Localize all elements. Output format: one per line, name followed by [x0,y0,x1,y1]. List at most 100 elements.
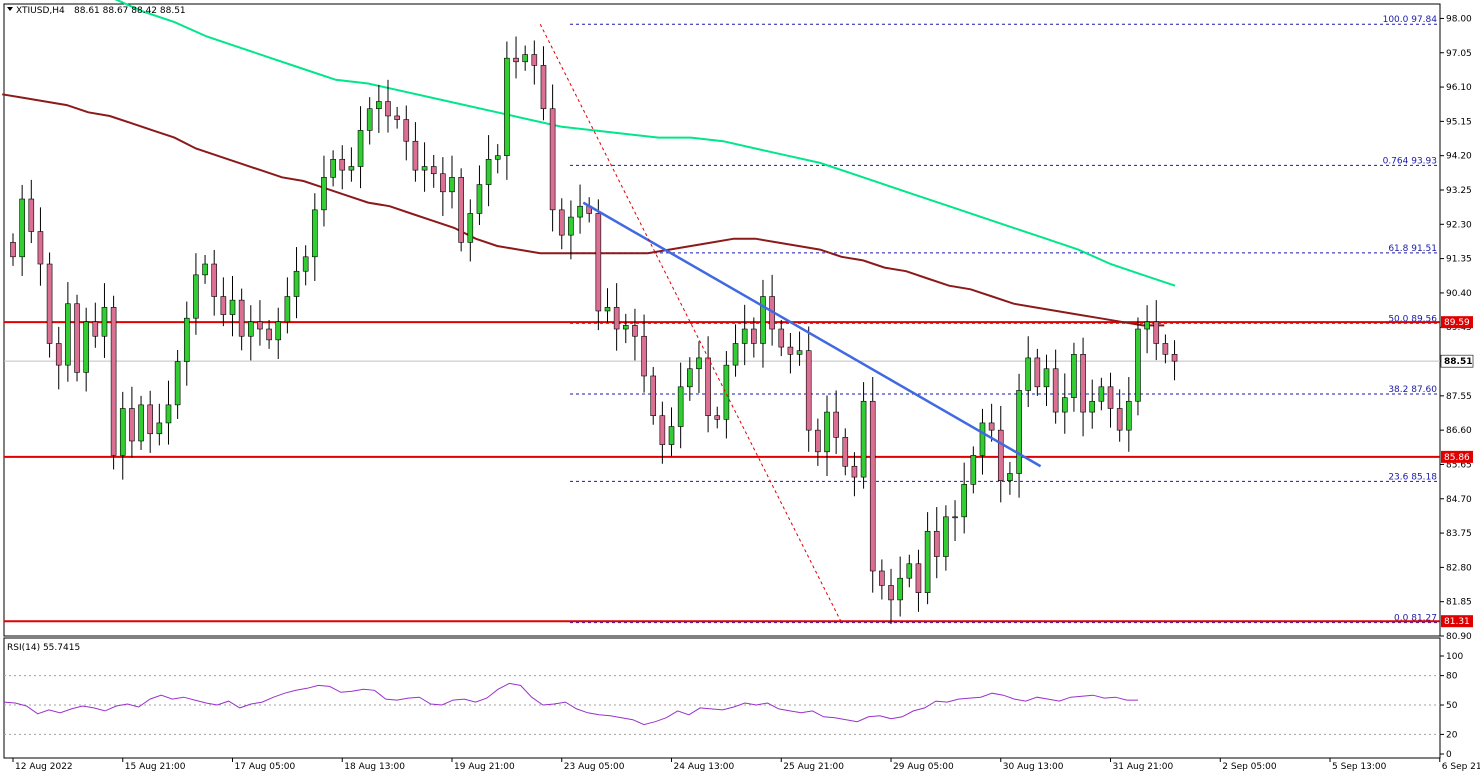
rsi-panel: RSI(14) 55.7415 100 80 50 20 0 [3,637,1463,760]
candle-body [1016,390,1022,474]
bear-candle [46,252,53,358]
candle-body [860,400,867,478]
candle-body [302,256,309,272]
candle-body [1052,368,1059,413]
bull-candle [961,462,967,534]
candle-body [988,422,995,431]
bear-candle [129,386,135,458]
bull-candle [970,446,977,494]
candle-body [504,57,510,156]
bull-candle [421,142,428,192]
fib-label: 0.764 93.93 [1383,156,1437,166]
bull-candle [19,184,25,276]
candle-body [687,368,693,388]
bear-candle [751,317,757,358]
bear-candle [650,366,657,425]
bull-candle [348,147,355,182]
bull-candle [1025,336,1032,408]
bull-candle [741,304,748,366]
candle-body [119,408,126,456]
fibonacci-levels: 100.0 97.84 0.764 93.93 61.8 91.51 50.0 89.… [570,15,1440,624]
candle-body [339,158,346,171]
rsi-header: RSI(14) 55.7415 [7,643,80,653]
bull-candle [622,313,629,344]
bull-candle [1144,305,1150,354]
bull-candle [1098,377,1105,411]
candle-body [421,166,428,171]
bull-candle [312,193,318,281]
price-axis: 98.00 97.05 96.10 95.15 94.20 93.25 92.30 91.35… [1440,14,1472,642]
time-axis: 12 Aug 2022 15 Aug 21:00 17 Aug 05:00 18 Au… [12,758,1480,772]
price-tick-label: 96.10 [1446,83,1472,93]
candle-body [897,577,903,601]
candle-body [632,325,638,337]
candle-body [613,307,620,330]
bull-candle [330,150,336,187]
time-tick-label: 23 Aug 05:00 [564,762,625,772]
bull-candle [275,307,282,360]
candle-body [952,516,958,519]
candle-body [101,307,108,337]
fib-label: 50.0 89.56 [1388,314,1437,324]
price-tick-label: 92.30 [1446,220,1472,230]
bear-candle [339,145,346,190]
candle-body [449,177,455,193]
bull-candle [302,245,309,286]
candle-body [595,213,602,312]
candle-body [28,198,35,232]
bull-candle [952,500,958,542]
trendline [582,201,1042,468]
price-tick-label: 89.45 [1446,323,1472,333]
bear-candle [997,405,1004,503]
level-tag-label: 81.31 [1444,617,1470,627]
candle-body [257,321,263,330]
candle-body [229,299,236,315]
candle-body [760,296,766,344]
price-tick-label: 93.25 [1446,186,1472,196]
candle-body [55,343,62,366]
candle-body [183,317,190,362]
candle-body [924,530,931,593]
candle-body [211,263,218,297]
bull-candle [677,362,684,449]
bear-candle [458,168,464,252]
candle-body [805,350,812,431]
bear-candle [211,249,218,316]
dropdown-icon[interactable] [7,7,13,11]
candle-body [641,335,647,377]
bear-candle [815,418,821,466]
candle-body [476,184,483,214]
bull-candle [1016,373,1022,498]
swing-line [539,23,842,623]
bull-candle [943,505,949,571]
candle-body [1107,386,1114,409]
candle-body [815,429,821,453]
bull-candle [101,283,108,358]
candle-body [1025,357,1032,391]
candle-body [943,516,949,557]
bull-candle [568,200,574,260]
bear-candle [10,233,16,266]
candle-body [494,155,501,160]
candle-body [741,328,748,344]
bull-candle [504,41,510,180]
bull-candle [494,144,501,174]
bear-candle [513,36,519,79]
bear-candle [988,403,995,442]
candle-body [1098,386,1105,402]
candle-body [842,437,849,467]
candle-body [284,296,291,323]
bear-candle [641,314,647,393]
candle-body [915,563,922,593]
bear-candle [1116,389,1123,442]
bull-candle [293,247,300,319]
price-tick-label: 95.15 [1446,117,1472,127]
time-tick-label: 30 Aug 13:00 [1003,762,1064,772]
bull-candle [860,382,867,489]
candle-body [933,530,940,557]
bear-candle [842,428,849,476]
bull-candle [979,408,986,475]
candle-body [1007,473,1013,482]
candle-body [824,411,830,453]
